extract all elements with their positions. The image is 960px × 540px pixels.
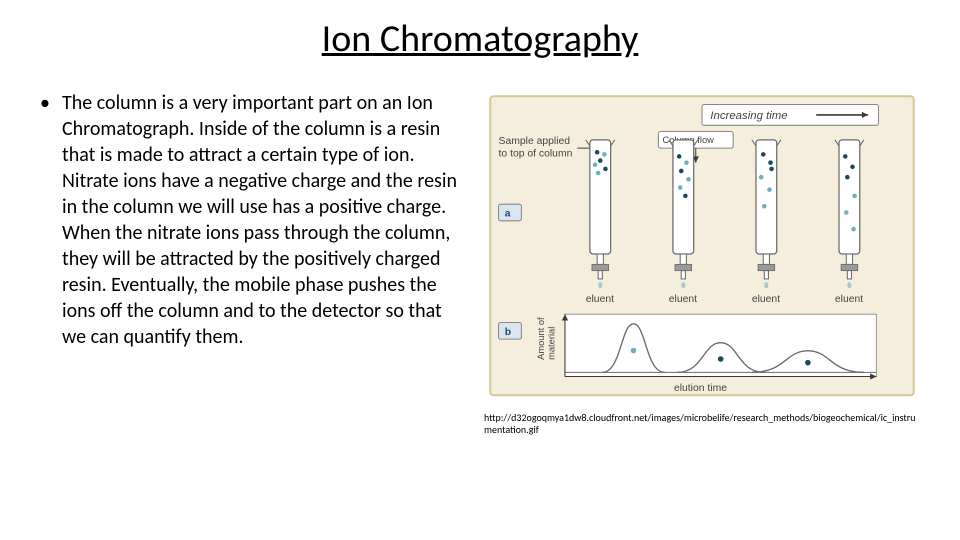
svg-text:eluent: eluent — [752, 294, 780, 305]
chromatography-diagram: Increasing time Sample appliedto top of c… — [484, 90, 920, 406]
bullet-item: • The column is a very important part on… — [40, 90, 460, 350]
svg-text:eluent: eluent — [586, 294, 614, 305]
image-citation: http://d32ogoqmya1dw8.cloudfront.net/ima… — [484, 412, 920, 436]
content-row: • The column is a very important part on… — [40, 90, 920, 436]
svg-text:eluent: eluent — [835, 294, 863, 305]
bullet-text: The column is a very important part on a… — [62, 90, 460, 350]
bullet-marker: • — [40, 90, 62, 350]
svg-text:eluent: eluent — [669, 294, 697, 305]
svg-text:to top of column: to top of column — [499, 148, 573, 159]
svg-text:a: a — [505, 209, 511, 220]
svg-text:Sample applied: Sample applied — [499, 136, 571, 147]
page-title: Ion Chromatography — [40, 16, 920, 62]
svg-text:Amount of: Amount of — [536, 317, 546, 360]
svg-text:Increasing time: Increasing time — [710, 110, 787, 122]
svg-text:b: b — [505, 327, 511, 338]
figure-column: Increasing time Sample appliedto top of c… — [484, 90, 920, 436]
bullet-list: • The column is a very important part on… — [40, 90, 460, 436]
svg-text:material: material — [547, 327, 557, 360]
svg-text:elution time: elution time — [674, 383, 727, 394]
